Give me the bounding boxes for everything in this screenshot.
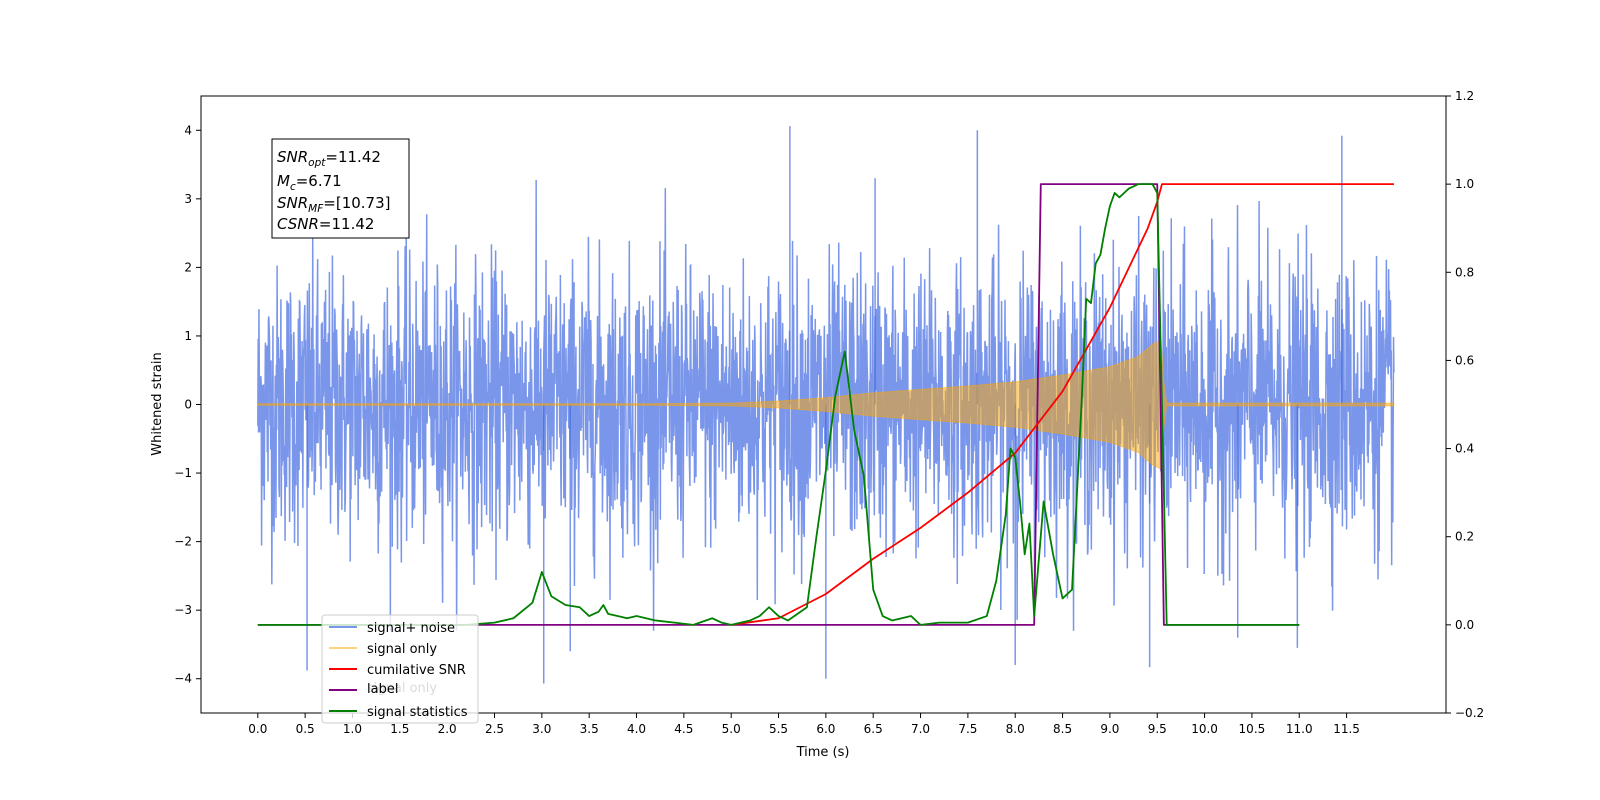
y-left-tick-label: 2 — [184, 260, 192, 274]
y-left-tick-label: −1 — [174, 466, 192, 480]
stats-box-frame — [271, 138, 410, 239]
legend-label-signal-noise: signal+ noise — [367, 621, 455, 636]
x-tick-label: 3.5 — [580, 722, 599, 736]
x-tick-label: 2.0 — [438, 722, 457, 736]
legend-label-signal-statistics: signal statistics — [367, 705, 468, 720]
x-tick-label: 6.5 — [864, 722, 883, 736]
y-left-tick-label: 1 — [184, 329, 192, 343]
y-axis-right: 1.2 1.0 0.8 0.6 0.4 0.2 0.0 −0.2 — [1446, 89, 1484, 720]
legend-label-signal-only: signal only — [367, 642, 437, 657]
y-left-tick-label: −2 — [174, 535, 192, 549]
legend: signal only signal+ noise signal only cu… — [321, 614, 479, 724]
x-tick-label: 4.0 — [627, 722, 646, 736]
x-tick-label: 0.5 — [296, 722, 315, 736]
x-tick-label: 4.5 — [674, 722, 693, 736]
y-left-tick-label: 0 — [184, 398, 192, 412]
y-right-tick-label: 1.2 — [1455, 89, 1474, 103]
y-axis-label: Whitened strain — [150, 352, 165, 455]
x-axis: 0.0 0.5 1.0 1.5 2.0 2.5 3.0 3.5 4.0 4.5 5.0 5.5 6.0 6… — [248, 713, 1360, 736]
series-signal-only-band — [257, 339, 1395, 470]
x-axis-label: Time (s) — [796, 745, 850, 760]
x-tick-label: 3.0 — [532, 722, 551, 736]
x-tick-label: 8.0 — [1006, 722, 1025, 736]
x-tick-label: 5.0 — [722, 722, 741, 736]
y-right-tick-label: 0.4 — [1455, 442, 1474, 456]
x-tick-label: 10.0 — [1191, 722, 1218, 736]
series-signal-statistics-line — [257, 183, 1300, 626]
x-tick-label: 11.0 — [1286, 722, 1313, 736]
stat-csnr: CSNR=11.42 — [277, 215, 374, 233]
x-tick-label: 1.5 — [390, 722, 409, 736]
legend-frame — [321, 614, 479, 724]
stat-snr-mf: SNRMF=[10.73] — [277, 194, 391, 215]
stats-box: SNRopt=11.42 Mc=6.71 SNRMF=[10.73] CSNR=… — [271, 138, 410, 239]
y-right-tick-label: 0.6 — [1455, 353, 1474, 367]
y-right-tick-label: 0.2 — [1455, 530, 1474, 544]
y-left-tick-label: −4 — [174, 672, 192, 686]
series-cumulative-snr-line — [731, 183, 1394, 626]
y-right-tick-label: 1.0 — [1455, 177, 1474, 191]
legend-hidden-text: signal only — [367, 681, 437, 696]
x-tick-label: 7.5 — [958, 722, 977, 736]
x-tick-label: 8.5 — [1053, 722, 1072, 736]
stat-mc: Mc=6.71 — [277, 172, 342, 193]
y-right-tick-label: −0.2 — [1455, 706, 1484, 720]
x-tick-label: 1.0 — [343, 722, 362, 736]
x-tick-label: 9.0 — [1100, 722, 1119, 736]
y-left-tick-label: 4 — [184, 123, 192, 137]
y-left-tick-label: 3 — [184, 192, 192, 206]
x-tick-label: 7.0 — [911, 722, 930, 736]
stat-snr-opt: SNRopt=11.42 — [277, 148, 381, 169]
x-tick-label: 9.5 — [1148, 722, 1167, 736]
y-axis-left: 4 3 2 1 0 −1 −2 −3 −4 — [174, 123, 201, 686]
y-right-tick-label: 0.8 — [1455, 265, 1474, 279]
y-right-tick-label: 0.0 — [1455, 618, 1474, 632]
legend-label-cumulative-snr: cumilative SNR — [367, 663, 466, 678]
x-tick-label: 6.0 — [816, 722, 835, 736]
plot-area — [257, 126, 1395, 684]
x-tick-label: 2.5 — [485, 722, 504, 736]
legend-label-label: label — [367, 682, 398, 697]
x-tick-label: 5.5 — [769, 722, 788, 736]
x-tick-label: 0.0 — [248, 722, 267, 736]
x-tick-label: 10.5 — [1239, 722, 1266, 736]
y-left-tick-label: −3 — [174, 603, 192, 617]
x-tick-label: 11.5 — [1333, 722, 1360, 736]
